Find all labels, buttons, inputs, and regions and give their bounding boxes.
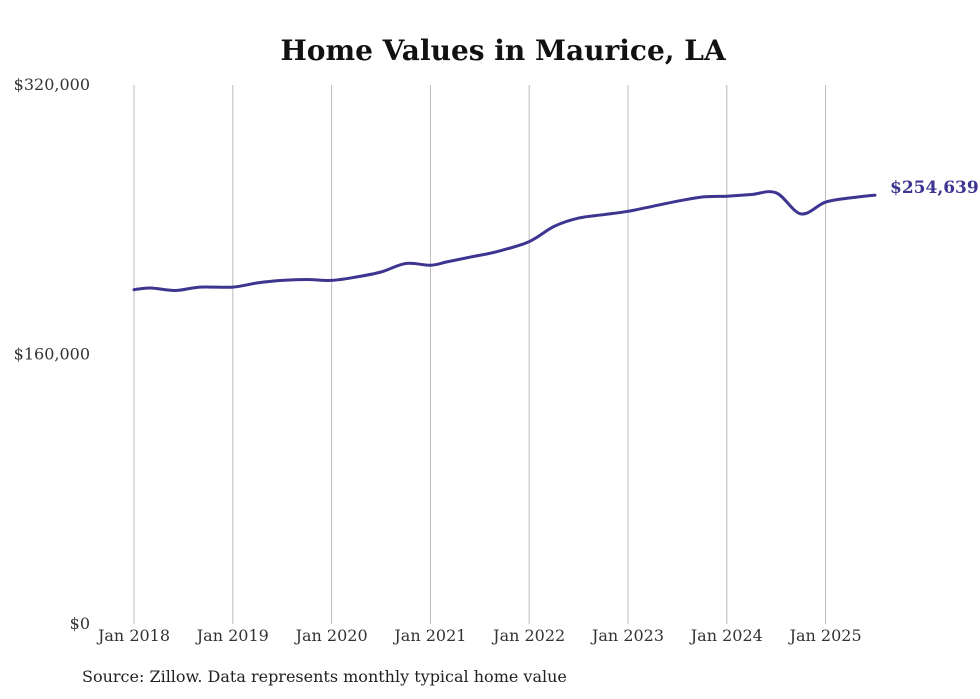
grid-lines <box>133 85 827 624</box>
x-tick-label: Jan 2018 <box>96 626 170 645</box>
x-tick-label: Jan 2021 <box>392 626 466 645</box>
end-value-label: $254,639 <box>890 178 979 198</box>
x-tick-label: Jan 2023 <box>590 626 664 645</box>
source-note: Source: Zillow. Data represents monthly … <box>82 667 567 686</box>
x-tick-label: Jan 2020 <box>294 626 368 645</box>
y-tick-label: $0 <box>70 614 90 633</box>
x-tick-label: Jan 2024 <box>689 626 763 645</box>
x-tick-label: Jan 2025 <box>788 626 862 645</box>
home-value-line <box>132 190 877 293</box>
x-tick-label: Jan 2019 <box>195 626 269 645</box>
x-tick-label: Jan 2022 <box>491 626 565 645</box>
y-tick-label: $160,000 <box>14 345 90 364</box>
y-axis-ticks: $0 $160,000 $320,000 <box>14 75 90 633</box>
series-layer <box>132 190 877 293</box>
chart-title: Home Values in Maurice, LA <box>280 34 727 67</box>
y-tick-label: $320,000 <box>14 75 90 94</box>
x-axis-ticks: Jan 2018 Jan 2019 Jan 2020 Jan 2021 Jan 2022… <box>96 626 862 645</box>
